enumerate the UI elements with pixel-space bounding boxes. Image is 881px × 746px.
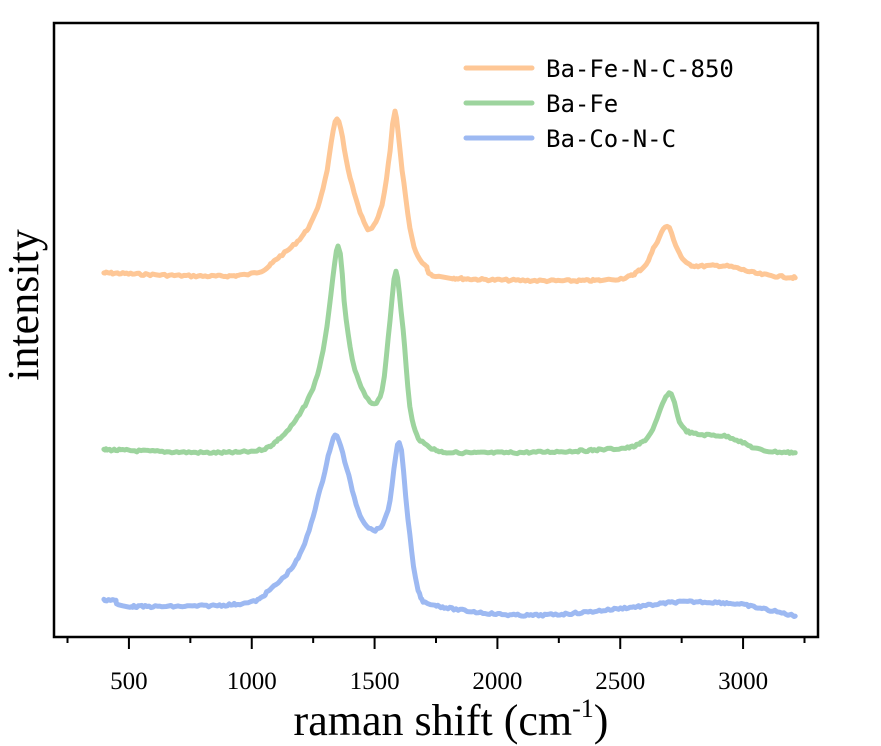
x-tick-label: 1000 xyxy=(227,668,277,695)
series-lines xyxy=(101,108,798,619)
x-axis-title-close: ) xyxy=(594,696,609,745)
x-tick-label: 1500 xyxy=(350,668,400,695)
x-axis-title: raman shift (cm-1) xyxy=(294,694,609,745)
x-tick-label: 500 xyxy=(110,668,148,695)
plot-frame xyxy=(52,21,820,639)
x-tick-label: 3000 xyxy=(718,668,768,695)
legend-label: Ba-Co-N-C xyxy=(546,125,676,153)
legend-label: Ba-Fe-N-C-850 xyxy=(546,55,734,83)
x-axis-ticks: 500 1000 1500 2000 2500 3000 xyxy=(66,637,806,695)
series-line-ba-co-n-c xyxy=(101,432,798,619)
series-line-ba-fe xyxy=(101,243,798,457)
legend-label: Ba-Fe xyxy=(546,90,618,118)
x-axis-title-superscript: -1 xyxy=(572,694,594,723)
series-line-ba-fe-n-c-850 xyxy=(101,108,798,285)
legend: Ba-Fe-N-C-850 Ba-Fe Ba-Co-N-C xyxy=(463,55,734,153)
x-tick-label: 2000 xyxy=(472,668,522,695)
y-axis-title: intensity xyxy=(0,229,48,381)
x-axis-title-main: raman shift (cm xyxy=(294,696,573,745)
x-tick-label: 2500 xyxy=(595,668,645,695)
